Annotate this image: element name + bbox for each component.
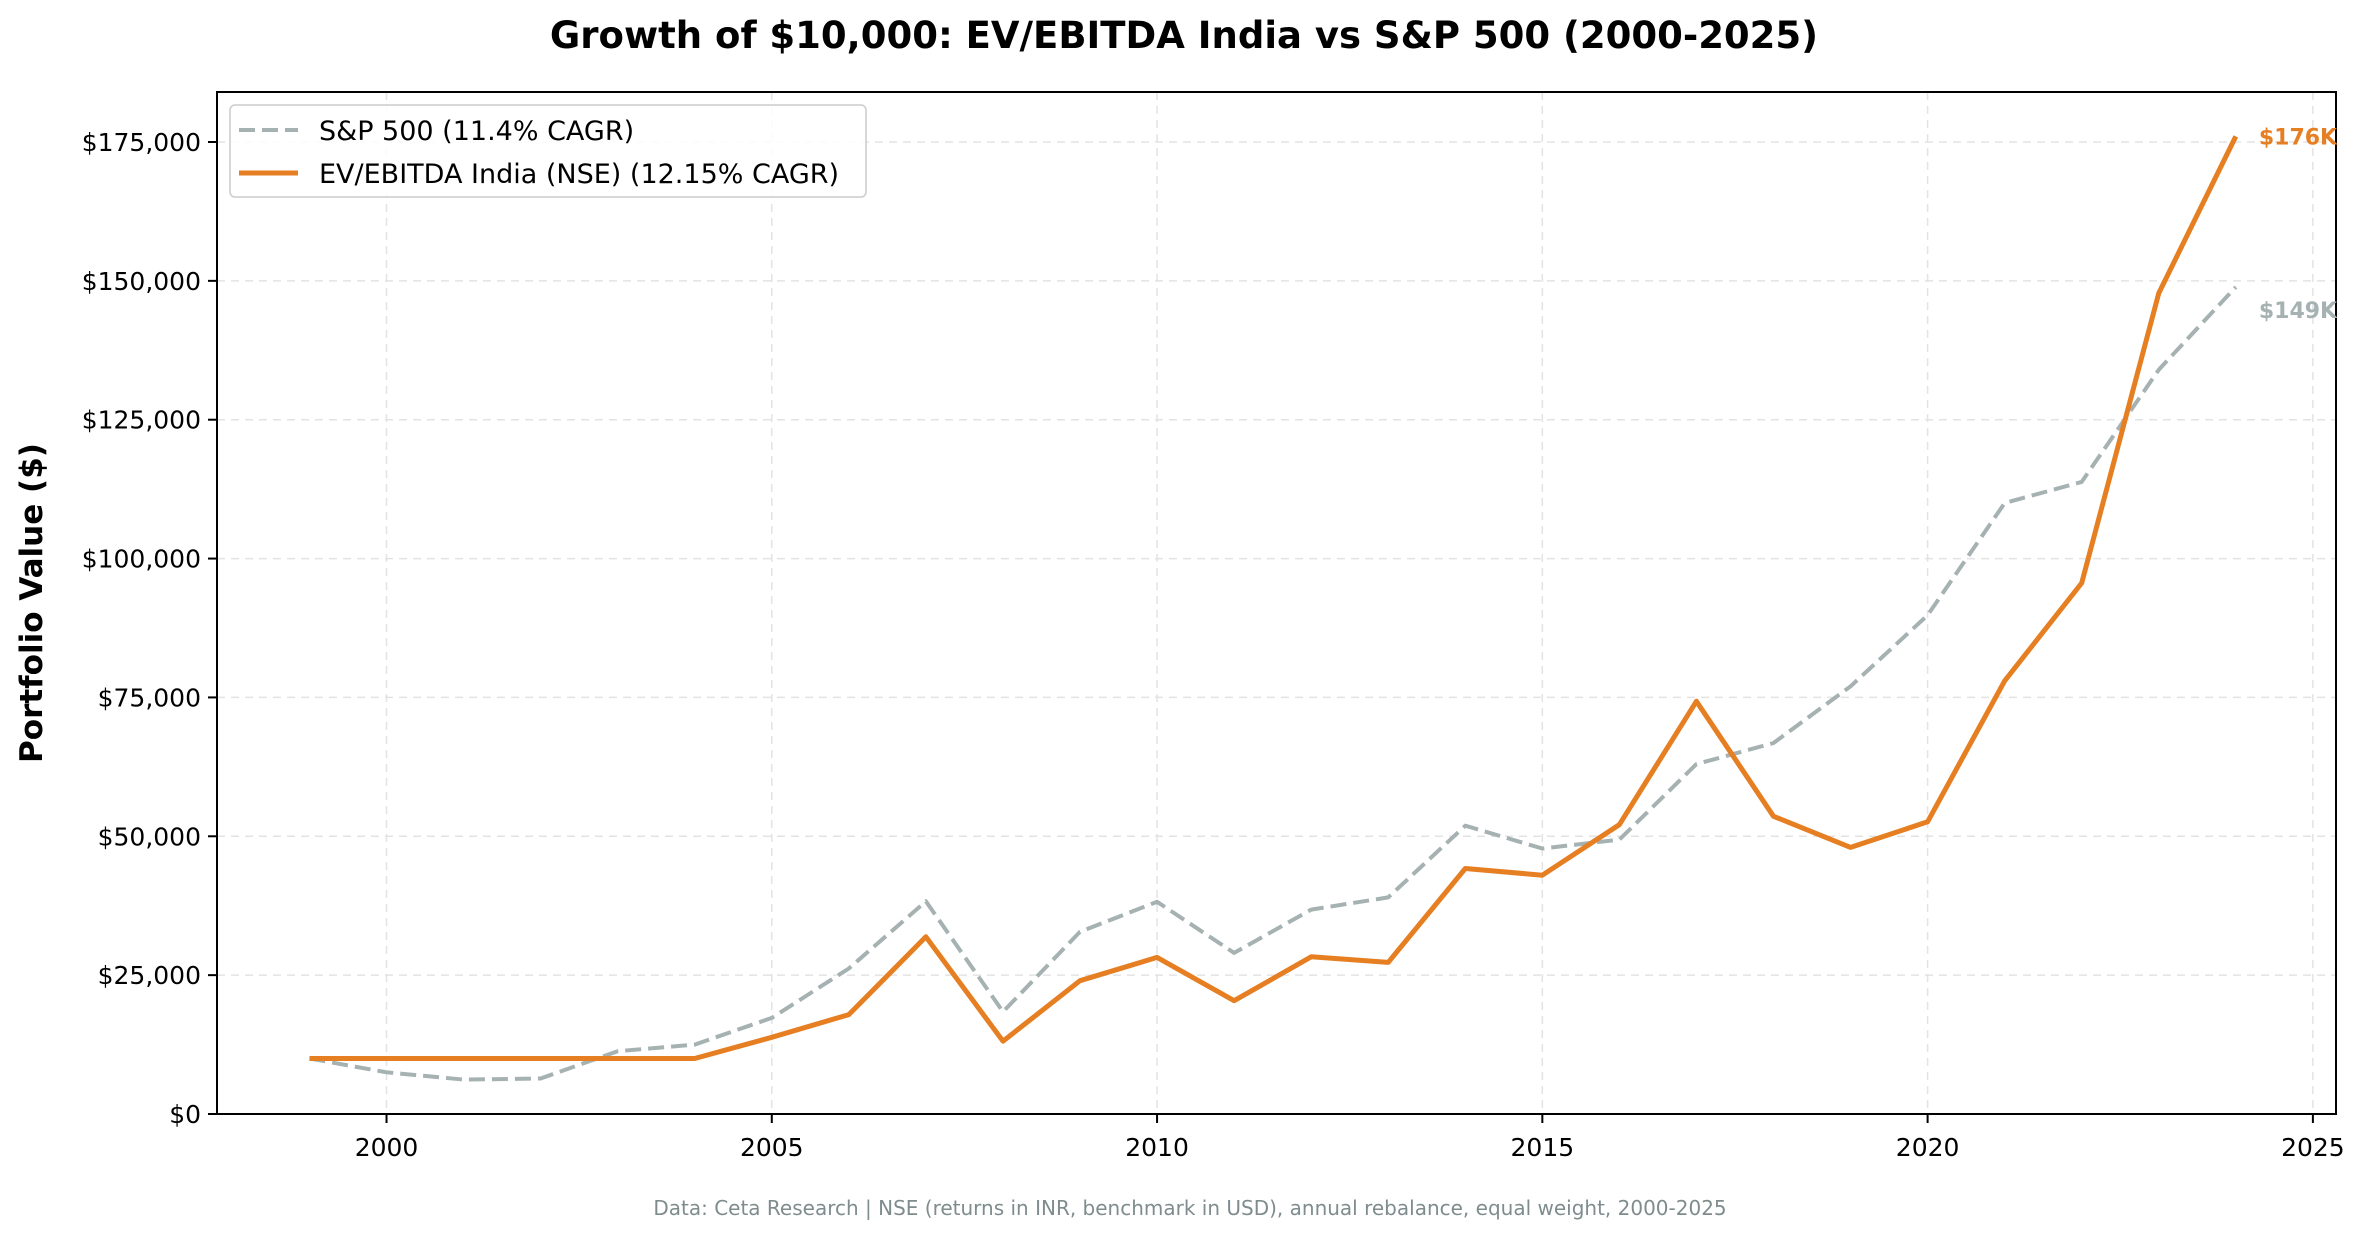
legend-box — [229, 104, 867, 198]
end-label-ev-ebitda-india: $176K — [2259, 125, 2338, 150]
series-line-ev-ebitda-india — [309, 135, 2239, 1061]
chart-title: Growth of $10,000: EV/EBITDA India vs S&… — [550, 14, 1818, 57]
y-tick-label: $25,000 — [98, 961, 201, 990]
series-lines — [309, 135, 2239, 1082]
source-footnote: Data: Ceta Research | NSE (returns in IN… — [653, 1196, 1726, 1220]
y-tick-label: $175,000 — [82, 128, 201, 157]
y-tick-label: $100,000 — [82, 545, 201, 574]
y-tick-label: $125,000 — [82, 406, 201, 435]
x-tick-label: 2015 — [1511, 1133, 1575, 1162]
legend-label-sp500: S&P 500 (11.4% CAGR) — [319, 116, 634, 147]
x-tick-label: 2020 — [1896, 1133, 1960, 1162]
legend: S&P 500 (11.4% CAGR) EV/EBITDA India (NS… — [229, 104, 867, 198]
axes: $0 $25,000 $50,000 $75,000 $100,000 $125,000 $… — [82, 128, 2345, 1162]
y-tick-label: $0 — [169, 1100, 201, 1129]
x-tick-label: 2010 — [1125, 1133, 1189, 1162]
series-line-sp500 — [309, 285, 2238, 1082]
x-tick-label: 2005 — [740, 1133, 804, 1162]
y-tick-label: $50,000 — [98, 822, 201, 851]
x-tick-label: 2000 — [355, 1133, 419, 1162]
y-tick-label: $75,000 — [98, 683, 201, 712]
legend-label-ev-ebitda-india: EV/EBITDA India (NSE) (12.15% CAGR) — [319, 159, 839, 190]
plot-frame — [216, 91, 2337, 1115]
grid-lines — [217, 92, 2336, 1115]
y-axis-label: Portfolio Value ($) — [14, 443, 50, 763]
y-tick-label: $150,000 — [82, 267, 201, 296]
end-label-sp500: $149K — [2259, 299, 2338, 324]
x-tick-label: 2025 — [2281, 1133, 2345, 1162]
